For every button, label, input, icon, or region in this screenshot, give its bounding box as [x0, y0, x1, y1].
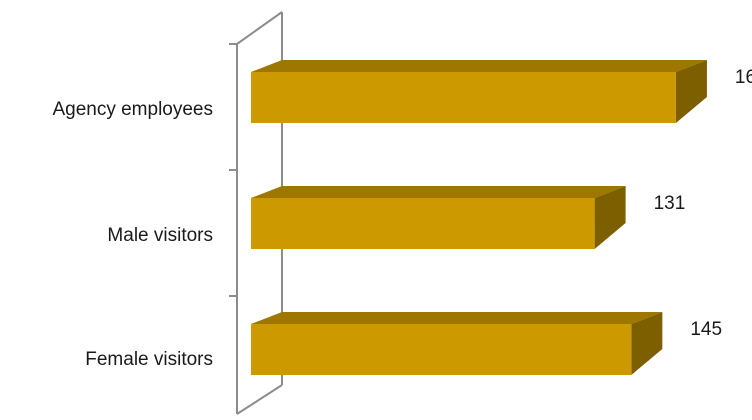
bar-front-face [251, 324, 631, 375]
axis-bottom-connector [237, 385, 282, 414]
category-label: Agency employees [52, 99, 213, 120]
data-label: 145 [690, 319, 722, 340]
category-label: Female visitors [85, 349, 213, 370]
bar-top-face [251, 186, 626, 198]
data-label: 162 [735, 67, 752, 88]
bar-agency-employees [251, 60, 707, 123]
bar-top-face [251, 312, 662, 324]
bar-male-visitors [251, 186, 626, 249]
bar-top-face [251, 60, 707, 72]
data-label: 131 [654, 193, 686, 214]
bar-front-face [251, 198, 595, 249]
axis-top-connector [237, 12, 282, 44]
bars-group [251, 60, 707, 375]
bar-female-visitors [251, 312, 662, 375]
bar-front-face [251, 72, 676, 123]
category-label: Male visitors [107, 225, 213, 246]
